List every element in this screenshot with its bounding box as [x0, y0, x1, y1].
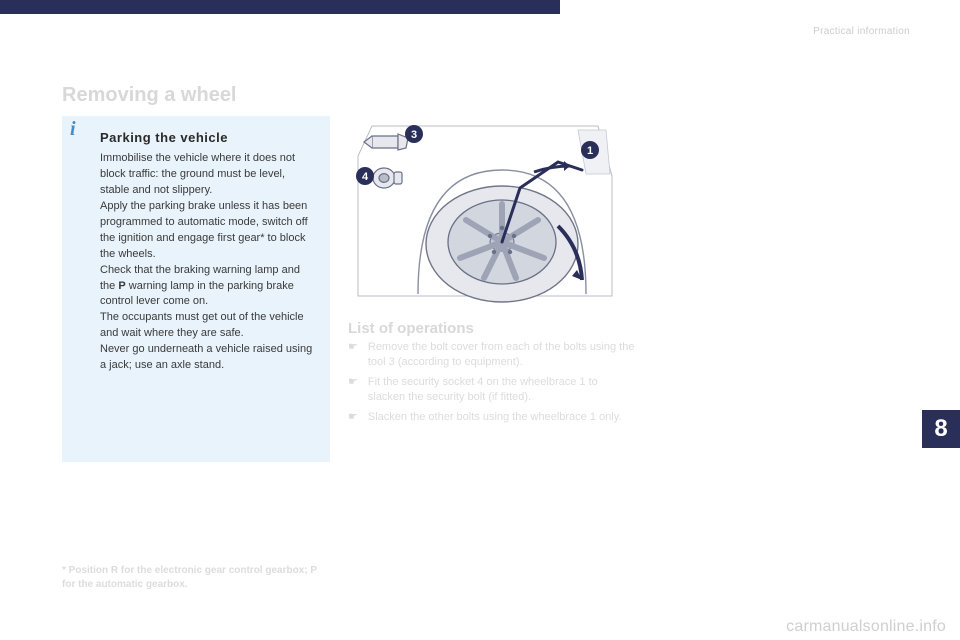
info-box: i Parking the vehicle Immobilise the veh… — [62, 116, 330, 462]
info-icon: i — [70, 118, 76, 141]
operations-item: ☛ Remove the bolt cover from each of the… — [348, 340, 638, 371]
page-title: Removing a wheel — [62, 84, 237, 107]
bullet-icon: ☛ — [348, 375, 358, 406]
operations-item-text: Fit the security socket 4 on the wheelbr… — [368, 375, 638, 406]
top-bar — [0, 0, 560, 14]
info-box-title: Parking the vehicle — [100, 130, 316, 145]
operations-item-text: Slacken the other bolts using the wheelb… — [368, 410, 622, 425]
info-box-body: Immobilise the vehicle where it does not… — [100, 151, 316, 374]
operations-item-text: Remove the bolt cover from each of the b… — [368, 340, 638, 371]
header-section-label: Practical information — [813, 26, 910, 37]
diagram-callout-3: 3 — [411, 129, 417, 141]
bullet-icon: ☛ — [348, 340, 358, 371]
operations-item: ☛ Fit the security socket 4 on the wheel… — [348, 375, 638, 406]
wheel-diagram: 1 3 4 — [348, 116, 616, 306]
top-bar-right — [560, 0, 960, 14]
diagram-callout-4: 4 — [362, 171, 369, 183]
bullet-icon: ☛ — [348, 410, 358, 425]
operations-list: ☛ Remove the bolt cover from each of the… — [348, 340, 638, 429]
diagram-callout-1: 1 — [587, 145, 593, 157]
footnote: * Position R for the electronic gear con… — [62, 564, 322, 591]
operations-item: ☛ Slacken the other bolts using the whee… — [348, 410, 638, 425]
operations-title: List of operations — [348, 320, 474, 337]
watermark: carmanualsonline.info — [786, 618, 946, 636]
chapter-tab: 8 — [922, 410, 960, 448]
